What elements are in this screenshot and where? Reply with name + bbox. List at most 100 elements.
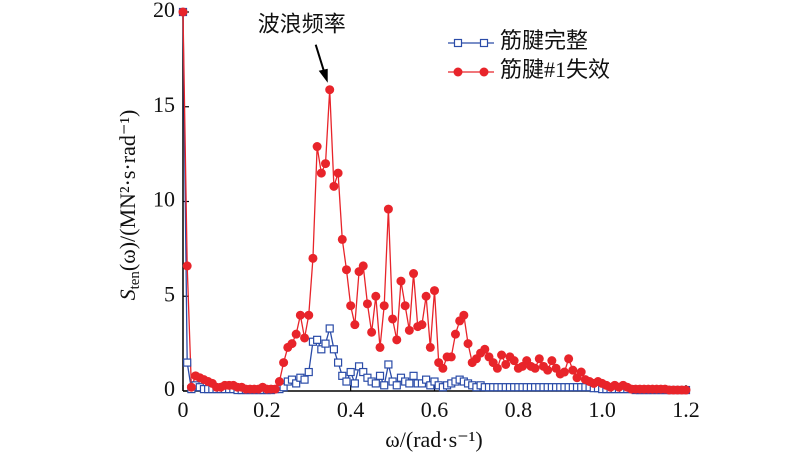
annotation-arrow xyxy=(314,44,326,74)
data-point xyxy=(492,363,502,373)
data-point xyxy=(450,329,460,339)
data-point xyxy=(287,339,297,349)
data-point xyxy=(543,365,553,375)
data-point xyxy=(295,310,305,320)
data-point xyxy=(329,181,339,191)
data-point xyxy=(422,375,431,384)
data-point xyxy=(304,367,313,377)
data-point xyxy=(338,371,347,380)
legend-label: 筋腱#1失效 xyxy=(500,57,610,82)
x-axis-label: ω/(rad·s⁻¹) xyxy=(385,427,482,452)
data-point xyxy=(321,339,330,348)
data-point xyxy=(270,384,280,394)
data-point xyxy=(362,299,372,309)
data-point xyxy=(405,379,414,388)
data-point xyxy=(530,363,540,373)
data-point xyxy=(346,367,355,377)
data-point xyxy=(501,359,511,369)
data-point xyxy=(359,367,368,377)
data-point xyxy=(409,371,418,380)
data-point xyxy=(459,310,469,320)
x-tick-label: 0.4 xyxy=(337,397,365,422)
data-point xyxy=(417,320,427,330)
data-point xyxy=(300,375,309,384)
data-point xyxy=(346,301,356,311)
data-point xyxy=(388,314,398,324)
data-point xyxy=(463,339,473,349)
legend-marker xyxy=(479,67,489,77)
data-point xyxy=(547,356,557,366)
legend-marker xyxy=(453,38,463,48)
data-point xyxy=(279,358,289,368)
data-point xyxy=(329,345,338,354)
data-point xyxy=(358,261,368,271)
y-tick-label: 20 xyxy=(153,0,175,22)
data-point xyxy=(392,381,401,390)
x-tick-label: 0.2 xyxy=(253,397,281,422)
data-point xyxy=(375,371,385,380)
data-point xyxy=(380,381,389,390)
data-point xyxy=(341,265,351,275)
data-point xyxy=(497,350,507,360)
data-point xyxy=(534,354,544,364)
data-point xyxy=(337,234,347,244)
data-point xyxy=(576,367,586,377)
data-point xyxy=(325,85,335,95)
data-point xyxy=(279,383,288,392)
y-axis-label: Sten(ω)/(MN²·s·rad⁻¹) xyxy=(115,110,143,301)
data-point xyxy=(291,329,301,339)
legend-marker xyxy=(479,38,489,48)
data-point xyxy=(182,261,192,271)
data-point xyxy=(438,363,448,373)
y-label-rest: (ω)/(MN²·s·rad⁻¹) xyxy=(115,110,140,271)
data-point xyxy=(430,286,439,296)
data-point xyxy=(421,291,431,301)
data-point xyxy=(186,382,196,392)
data-point xyxy=(446,352,456,362)
x-tick-label: 0.6 xyxy=(421,397,449,422)
data-point xyxy=(274,377,284,387)
data-point xyxy=(564,354,574,364)
data-point xyxy=(367,327,377,337)
annotation-text: 波浪频率 xyxy=(258,12,346,37)
data-point xyxy=(379,301,389,311)
data-point xyxy=(350,379,359,388)
data-point xyxy=(313,335,322,344)
x-tick-label: 0 xyxy=(178,397,189,422)
data-point xyxy=(350,320,360,330)
x-tick-label: 0.8 xyxy=(505,397,533,422)
y-tick-label: 10 xyxy=(153,187,175,212)
legend-label: 筋腱完整 xyxy=(500,28,588,53)
data-point xyxy=(559,367,569,377)
data-point xyxy=(568,365,578,375)
data-point xyxy=(371,291,381,301)
data-point xyxy=(292,379,301,388)
data-point xyxy=(333,168,343,178)
data-point xyxy=(371,379,380,388)
x-tick-label: 1.0 xyxy=(588,397,616,422)
y-tick-label: 0 xyxy=(164,376,175,401)
data-point xyxy=(404,325,414,335)
data-point xyxy=(375,342,385,352)
data-point xyxy=(480,344,490,354)
data-point xyxy=(321,159,331,169)
data-point xyxy=(178,7,188,17)
data-point xyxy=(354,362,364,371)
y-tick-label: 15 xyxy=(153,92,175,117)
data-point xyxy=(300,333,310,343)
data-point xyxy=(681,385,691,395)
data-point xyxy=(409,269,419,279)
data-point xyxy=(316,168,326,178)
data-point xyxy=(425,342,435,352)
data-point xyxy=(304,310,314,320)
data-point xyxy=(383,204,393,214)
data-point xyxy=(325,324,334,333)
series-line xyxy=(182,11,686,391)
y-label-sub: ten xyxy=(127,271,143,290)
data-point xyxy=(509,356,519,366)
data-point xyxy=(333,358,343,367)
data-point xyxy=(312,142,322,152)
data-point xyxy=(392,335,402,345)
data-point xyxy=(384,360,393,369)
